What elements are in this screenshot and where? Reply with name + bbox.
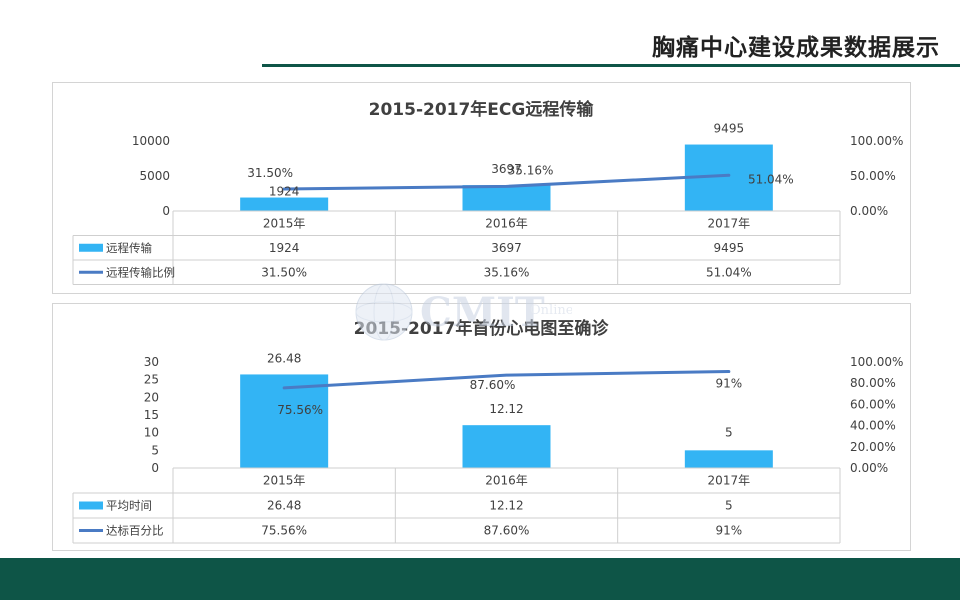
legend-series-name: 平均时间: [106, 499, 152, 513]
right-axis-tick-label: 0.00%: [850, 461, 888, 475]
bar-2: [462, 425, 551, 468]
left-axis-tick-label: 10: [144, 426, 159, 440]
bar-data-label: 12.12: [489, 402, 523, 416]
chart-title: 2015-2017年首份心电图至确诊: [354, 318, 610, 339]
legend-series-name: 远程传输: [106, 241, 152, 255]
line-data-label: 91%: [715, 377, 742, 391]
right-axis-tick-label: 50.00%: [850, 169, 896, 183]
right-axis-tick-label: 0.00%: [850, 204, 888, 218]
left-axis-tick-label: 20: [144, 390, 159, 404]
right-axis-tick-label: 60.00%: [850, 397, 896, 411]
right-axis-tick-label: 100.00%: [850, 355, 903, 369]
table-value-cell: 51.04%: [706, 265, 752, 279]
legend-key-bar: [79, 243, 103, 252]
table-value-cell: 35.16%: [484, 265, 530, 279]
left-axis-tick-label: 25: [144, 373, 159, 387]
x-axis-category-label: 2015年: [263, 216, 306, 230]
line-data-label: 35.16%: [508, 163, 554, 177]
x-axis-category-label: 2015年: [263, 474, 306, 488]
chart-panel-ecg-transmission: 2015-2017年ECG远程传输 0 5000 10000 0.00% 50.00% 10…: [52, 82, 911, 294]
left-axis-tick-label: 10000: [132, 134, 170, 148]
legend-series-name: 远程传输比例: [106, 265, 175, 279]
table-value-cell: 75.56%: [261, 524, 307, 538]
footer-band: [0, 558, 960, 600]
table-value-cell: 26.48: [267, 499, 301, 513]
bar-data-label: 5: [725, 425, 733, 439]
left-axis-tick-label: 0: [151, 461, 159, 475]
chart-ecg-transmission: 2015-2017年ECG远程传输 0 5000 10000 0.00% 50.00% 10…: [72, 99, 903, 285]
left-axis-tick-label: 15: [144, 408, 159, 422]
right-axis-tick-label: 100.00%: [850, 134, 903, 148]
legend-key-bar: [79, 501, 103, 510]
chart-title: 2015-2017年ECG远程传输: [369, 99, 595, 120]
line-series-path: [282, 173, 731, 191]
chart-panel-first-ecg-diagnosis: 2015-2017年首份心电图至确诊 0 5 10 15 20 25 30 0.00% 20.00…: [52, 303, 911, 551]
line-data-label: 87.60%: [470, 378, 516, 392]
bar-2: [462, 185, 551, 211]
x-axis-category-label: 2016年: [485, 216, 528, 230]
table-value-cell: 12.12: [489, 499, 523, 513]
left-axis-tick-label: 5: [151, 443, 159, 457]
bar-data-label: 9495: [714, 122, 745, 136]
table-value-cell: 91%: [715, 524, 742, 538]
right-axis-tick-label: 40.00%: [850, 419, 896, 433]
left-axis-tick-label: 5000: [139, 169, 170, 183]
x-axis-category-label: 2017年: [708, 216, 751, 230]
right-axis-tick-label: 20.00%: [850, 440, 896, 454]
line-data-label: 51.04%: [748, 172, 794, 186]
right-axis-tick-label: 80.00%: [850, 376, 896, 390]
table-value-cell: 9495: [714, 241, 745, 255]
line-data-label: 75.56%: [277, 403, 323, 417]
line-data-label: 31.50%: [247, 166, 293, 180]
table-value-cell: 87.60%: [484, 524, 530, 538]
left-axis-tick-label: 0: [162, 204, 170, 218]
title-rule: [262, 64, 960, 67]
page-title: 胸痛中心建设成果数据展示: [652, 35, 940, 61]
x-axis-category-label: 2017年: [708, 474, 751, 488]
bar-1: [240, 197, 329, 211]
bar-data-label: 1924: [269, 185, 300, 199]
x-axis-category-label: 2016年: [485, 474, 528, 488]
table-value-cell: 5: [725, 499, 733, 513]
bar-data-label: 26.48: [267, 351, 301, 365]
left-axis-tick-label: 30: [144, 355, 159, 369]
table-value-cell: 1924: [269, 241, 300, 255]
table-value-cell: 3697: [491, 241, 522, 255]
table-value-cell: 31.50%: [261, 265, 307, 279]
bar-3: [684, 450, 773, 468]
chart-first-ecg-diagnosis: 2015-2017年首份心电图至确诊 0 5 10 15 20 25 30 0.00% 20.00…: [72, 318, 903, 544]
bar-data-label: 3697: [491, 162, 522, 176]
line-series-path: [282, 370, 731, 390]
legend-series-name: 达标百分比: [106, 524, 164, 538]
bar-1: [240, 374, 329, 468]
